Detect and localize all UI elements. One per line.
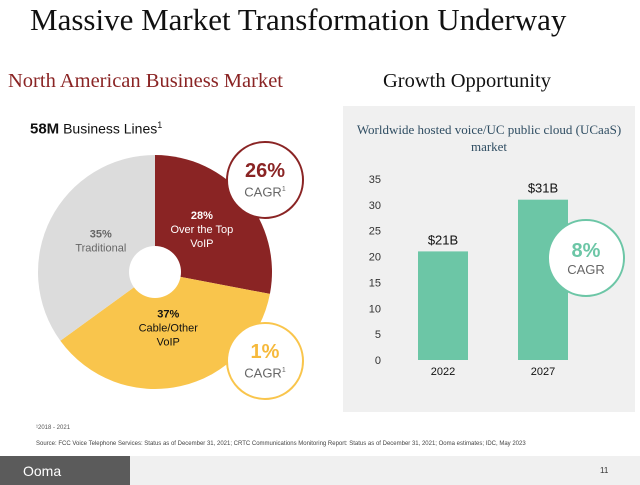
- bar-2022: [418, 251, 468, 360]
- pie-label-3-line-1: 35%: [90, 228, 112, 240]
- business-lines-text: Business Lines: [63, 120, 158, 137]
- page-number: 11: [600, 466, 609, 475]
- cagr-ott-label: CAGR: [244, 184, 282, 200]
- section-heading-growth: Growth Opportunity: [383, 70, 551, 92]
- pie-slice-1: [155, 155, 272, 294]
- cagr-cable-label-wrap: CAGR1: [244, 363, 286, 381]
- cagr-ott-value: 26%: [244, 160, 286, 183]
- pie-label-2-line-3: VoIP: [157, 336, 180, 348]
- y-tick-label-3: 15: [369, 277, 381, 289]
- pie-label-1-line-3: VoIP: [190, 238, 213, 250]
- section-heading-market: North American Business Market: [8, 70, 283, 92]
- pie-slice-3: [38, 155, 155, 341]
- ucaas-bar-chart: 0 5 10 15 20 25 30 35 $21B 2022 $31B 2027: [369, 174, 568, 378]
- footnote: ¹2018 - 2021: [36, 425, 71, 431]
- cagr-cable-sup: 1: [281, 367, 286, 375]
- pie-label-3-line-2: Traditional: [75, 242, 126, 254]
- y-tick-label-4: 20: [369, 252, 381, 264]
- x-tick-label-2022: 2022: [431, 366, 455, 378]
- pie-label-2-line-1: 37%: [157, 308, 179, 320]
- cagr-ott-sup: 1: [281, 186, 286, 194]
- y-tick-label-2: 10: [369, 303, 381, 315]
- x-tick-label-2027: 2027: [531, 366, 555, 378]
- source-note: Source: FCC Voice Telephone Services: St…: [36, 441, 526, 447]
- y-tick-label-6: 30: [369, 200, 381, 212]
- pie-label-1-line-2: Over the Top: [170, 224, 233, 236]
- cagr-ott-label-wrap: CAGR1: [244, 182, 286, 200]
- donut-hole: [129, 246, 181, 298]
- ooma-logo: Ooma: [0, 456, 130, 485]
- business-lines-label: 58M Business Lines1: [30, 120, 162, 138]
- cagr-badge-cable: 1% CAGR1: [226, 322, 304, 400]
- cagr-badge-ott: 26% CAGR1: [226, 141, 304, 219]
- pie-label-1-line-1: 28%: [191, 210, 213, 222]
- y-tick-label-5: 25: [369, 226, 381, 238]
- bar-chart-title: Worldwide hosted voice/UC public cloud (…: [356, 122, 622, 154]
- bar-data-label-2022: $21B: [428, 232, 458, 247]
- y-tick-label-7: 35: [369, 174, 381, 186]
- slide-title: Massive Market Transformation Underway: [30, 2, 567, 37]
- pie-label-2-line-2: Cable/Other: [139, 322, 199, 334]
- business-lines-value: 58M: [30, 120, 60, 138]
- cagr-cable-label: CAGR: [244, 365, 282, 381]
- pie-slice-2: [60, 272, 270, 390]
- cagr-ucaas-label: CAGR: [567, 261, 605, 277]
- y-tick-label-0: 0: [375, 355, 381, 367]
- cagr-ucaas-value: 8%: [571, 239, 601, 262]
- bar-data-label-2027: $31B: [528, 181, 558, 196]
- business-lines-footnote-mark: 1: [157, 120, 163, 130]
- y-tick-label-1: 5: [375, 329, 381, 341]
- market-donut-chart: 28% Over the Top VoIP 37% Cable/Other VoIP 35%…: [38, 155, 272, 390]
- cagr-cable-value: 1%: [250, 341, 280, 364]
- cagr-badge-ucaas: 8% CAGR: [547, 219, 625, 297]
